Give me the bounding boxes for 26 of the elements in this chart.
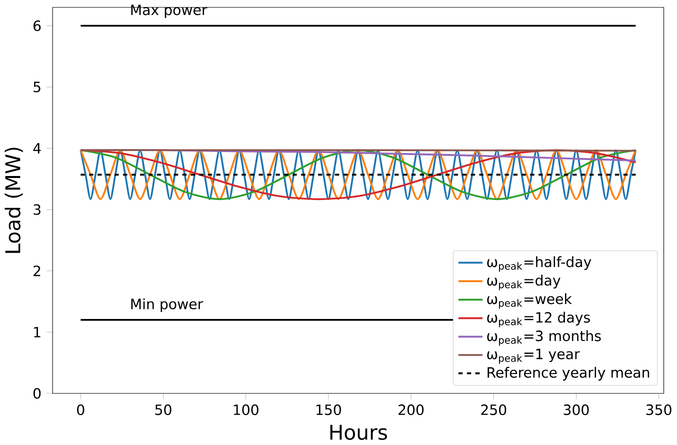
x-tick-label: 200 [398, 404, 424, 416]
ref-line-label: Min power [131, 298, 204, 312]
y-axis-title: Load (MW) [4, 148, 23, 253]
y-tick-label: 3 [34, 204, 40, 216]
legend-label: Reference yearly mean [488, 367, 650, 381]
x-tick-label: 300 [564, 404, 589, 416]
x-tick-label: 150 [316, 404, 341, 416]
legend-label: ω$_{peak}$=day [487, 274, 560, 290]
legend-label: ω$_{peak}$=12 days [487, 312, 590, 328]
y-tick-label: 6 [34, 20, 41, 32]
legend-label: ω$_{peak}$=3 months [487, 330, 601, 346]
y-tick-label: 1 [34, 327, 40, 338]
x-tick-label: 250 [481, 404, 506, 416]
legend-label: ω$_{peak}$=half-day [487, 256, 592, 272]
x-tick-label: 50 [155, 404, 172, 416]
y-tick-label: 5 [34, 82, 40, 92]
legend-label: ω$_{peak}$=week [487, 293, 572, 309]
x-tick-label: 100 [234, 404, 258, 416]
y-tick-label: 4 [33, 143, 41, 154]
x-tick-label: 350 [646, 404, 672, 416]
ref-line-label: Max power [131, 4, 208, 18]
x-axis-title: Hours [330, 424, 387, 440]
x-tick-label: 0 [77, 404, 84, 416]
y-tick-label: 2 [34, 266, 40, 276]
y-tick-label: 0 [33, 388, 41, 399]
legend-label: ω$_{peak}$=1 year [487, 348, 580, 364]
